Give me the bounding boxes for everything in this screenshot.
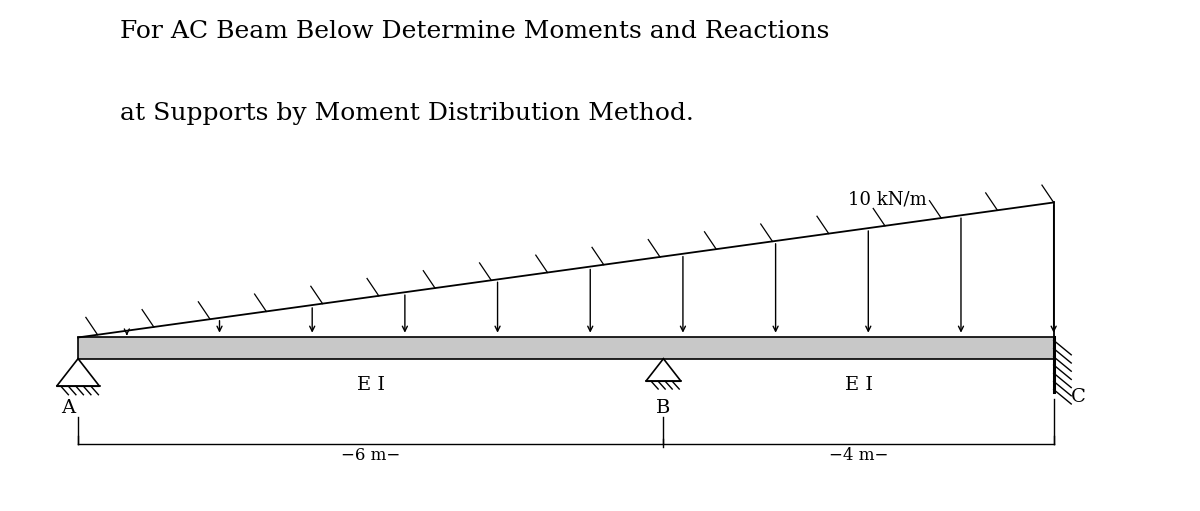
Text: For AC Beam Below Determine Moments and Reactions: For AC Beam Below Determine Moments and …	[120, 20, 829, 43]
Text: at Supports by Moment Distribution Method.: at Supports by Moment Distribution Metho…	[120, 102, 694, 125]
Text: E I: E I	[845, 376, 872, 394]
Text: B: B	[656, 399, 671, 417]
Text: C: C	[1072, 387, 1086, 406]
Text: 10 kN/m: 10 kN/m	[848, 190, 928, 208]
Text: −6 m−: −6 m−	[341, 447, 401, 464]
Bar	[78, 337, 1054, 359]
Text: A: A	[61, 399, 76, 417]
Text: E I: E I	[356, 376, 385, 394]
Text: −4 m−: −4 m−	[829, 447, 888, 464]
